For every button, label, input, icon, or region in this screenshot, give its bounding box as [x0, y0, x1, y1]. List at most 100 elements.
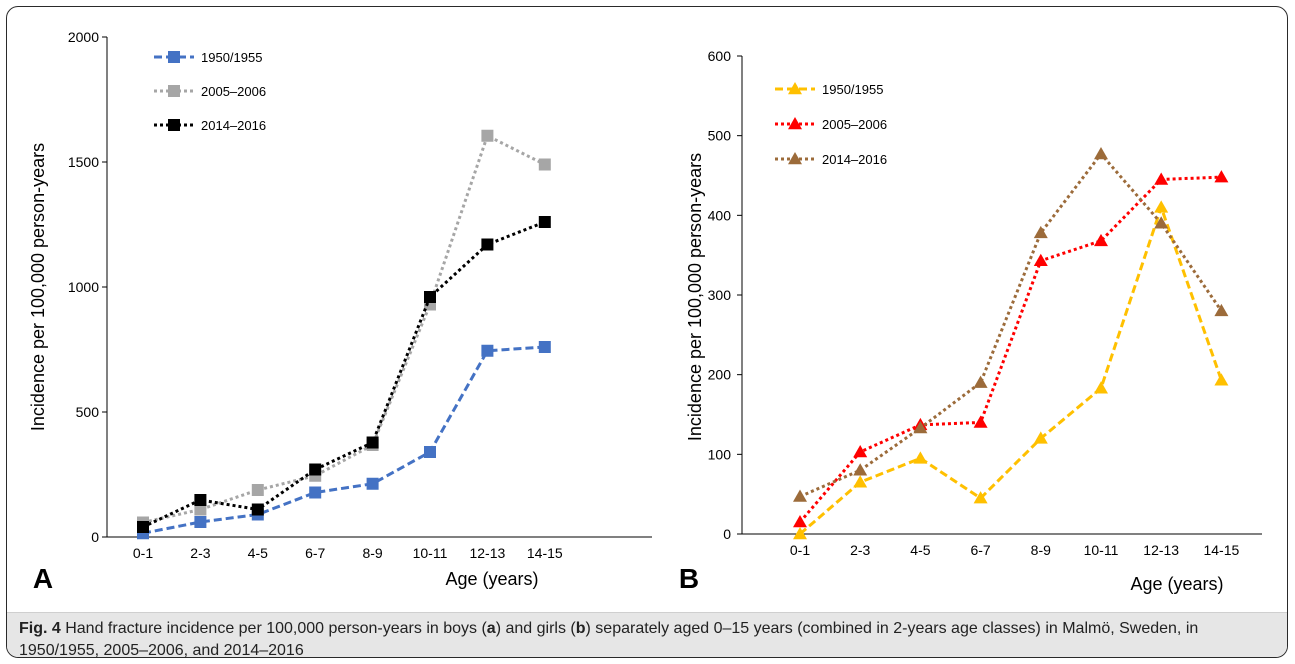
data-point — [366, 436, 379, 449]
y-tick-label: 300 — [708, 287, 732, 303]
x-tick-label: 10-11 — [1084, 542, 1119, 558]
panel-a-chart: 0 500 1000 1500 2000 0-1 2-3 4-5 6-7 8-9 10-11 12-1… — [28, 29, 652, 594]
y-tick-label: 200 — [708, 367, 732, 383]
data-point — [538, 216, 551, 228]
caption-panel-a: a — [486, 620, 496, 637]
caption-text-1: Hand fracture incidence per 100,000 pers… — [60, 620, 487, 637]
data-point — [1154, 200, 1169, 213]
x-tick-label: 8-9 — [362, 545, 382, 561]
data-point — [481, 238, 494, 251]
caption-fig-label: Fig. 4 — [19, 620, 61, 637]
data-point — [481, 129, 494, 142]
x-tick-label: 0-1 — [133, 545, 153, 561]
data-point — [251, 484, 264, 496]
data-point — [194, 494, 207, 506]
x-tick-label: 12-13 — [469, 545, 505, 561]
caption-text-3: ) separately aged 0–15 years (combined i… — [19, 620, 1199, 658]
data-point — [973, 375, 988, 388]
legend-label: 1950/1955 — [822, 82, 883, 97]
series-line — [799, 202, 1223, 536]
data-point — [538, 158, 551, 171]
data-point — [366, 477, 379, 490]
legend-marker — [168, 51, 180, 63]
x-tick-label: 4-5 — [248, 545, 268, 561]
x-tick-label: 14-15 — [1203, 542, 1239, 558]
data-point — [913, 421, 928, 434]
figure-caption: Fig. 4 Hand fracture incidence per 100,0… — [7, 612, 1287, 658]
legend-label: 2014–2016 — [201, 118, 266, 133]
x-tick-label: 6-7 — [970, 542, 990, 558]
x-tick-label: 2-3 — [850, 542, 870, 558]
y-tick-label: 400 — [708, 207, 732, 223]
series-line — [142, 345, 545, 535]
figure-frame: 0 500 1000 1500 2000 0-1 2-3 4-5 6-7 8-9 10-11 12-1… — [6, 6, 1288, 658]
data-point — [309, 486, 322, 499]
data-point — [1033, 253, 1048, 266]
data-point — [1033, 225, 1048, 239]
y-tick-label: 1500 — [68, 154, 99, 170]
data-point — [251, 503, 264, 516]
legend-marker — [788, 117, 802, 130]
y-tick-label: 0 — [91, 529, 99, 545]
x-tick-label: 8-9 — [1031, 542, 1051, 558]
data-point — [1214, 170, 1229, 183]
data-point — [194, 516, 207, 528]
y-axis-title: Incidence per 100,000 person-years — [685, 153, 705, 441]
y-axis-title: Incidence per 100,000 person-years — [28, 143, 48, 431]
y-tick-label: 600 — [708, 48, 732, 64]
data-point — [973, 491, 988, 504]
data-point — [1094, 233, 1108, 247]
data-point — [1214, 303, 1229, 317]
data-point — [1154, 216, 1169, 229]
data-point — [1214, 373, 1229, 386]
legend-marker — [788, 152, 802, 165]
x-tick-label: 0-1 — [790, 542, 810, 558]
legend-label: 2014–2016 — [822, 152, 887, 167]
legend-marker — [168, 119, 180, 131]
y-tick-label: 1000 — [68, 279, 99, 295]
legend-label: 2005–2006 — [201, 84, 266, 99]
legend-marker — [788, 82, 802, 95]
data-point — [913, 451, 928, 464]
x-axis-title: Age (years) — [445, 569, 538, 589]
y-tick-label: 100 — [708, 446, 732, 462]
y-tick-label: 2000 — [68, 29, 99, 45]
x-tick-label: 6-7 — [305, 545, 325, 561]
data-point — [538, 341, 551, 353]
data-point — [1033, 431, 1048, 444]
legend-label: 1950/1955 — [201, 50, 262, 65]
data-point — [853, 475, 868, 488]
x-tick-label: 10-11 — [413, 545, 448, 561]
caption-panel-b: b — [575, 620, 586, 637]
x-tick-label: 2-3 — [190, 545, 210, 561]
data-point — [853, 463, 868, 476]
x-tick-label: 4-5 — [910, 542, 930, 558]
data-point — [194, 503, 207, 516]
panel-label: A — [33, 563, 53, 594]
panel-label: B — [679, 563, 699, 594]
data-point — [793, 489, 807, 502]
data-point — [1094, 381, 1108, 394]
data-point — [309, 463, 322, 476]
data-point — [137, 521, 149, 533]
series-line — [142, 220, 546, 529]
panel-b-chart: 0 100 200 300 400 500 600 0-1 2-3 4-5 6-7 8-9 10-11 1… — [679, 48, 1262, 594]
data-point — [973, 415, 988, 428]
data-point — [853, 444, 868, 458]
series-line — [798, 175, 1222, 524]
x-axis-title: Age (years) — [1130, 574, 1223, 594]
y-tick-label: 500 — [76, 404, 100, 420]
data-point — [424, 291, 436, 303]
legend-marker — [168, 85, 180, 97]
data-point — [1094, 146, 1108, 160]
x-tick-label: 12-13 — [1143, 542, 1179, 558]
caption-text-2: ) and girls ( — [495, 620, 576, 637]
y-tick-label: 0 — [723, 526, 731, 542]
series-line — [142, 133, 546, 524]
series-line — [799, 151, 1223, 498]
x-tick-label: 14-15 — [527, 545, 563, 561]
data-point — [424, 446, 436, 458]
data-point — [1154, 172, 1169, 185]
data-point — [481, 344, 494, 357]
